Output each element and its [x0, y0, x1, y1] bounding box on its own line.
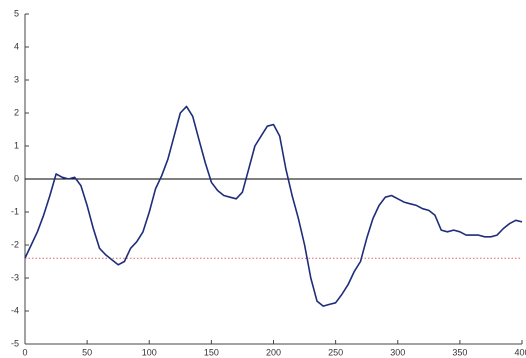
- y-tick-label: 2: [14, 107, 19, 117]
- y-tick-label: 1: [14, 140, 19, 150]
- y-tick-label: 3: [14, 74, 19, 84]
- data-line: [24, 105, 523, 307]
- x-tick-label: 300: [390, 347, 405, 357]
- x-tick-label: 100: [142, 347, 157, 357]
- y-tick-label: -4: [11, 305, 19, 315]
- x-tick-label: 200: [266, 347, 281, 357]
- x-tick-label: 400: [514, 347, 526, 357]
- y-tick-label: 0: [14, 173, 19, 183]
- y-tick-label: -5: [11, 338, 19, 348]
- y-tick-label: -1: [11, 206, 19, 216]
- x-tick-label: 250: [328, 347, 343, 357]
- x-tick-label: 150: [204, 347, 219, 357]
- x-tick-label: 50: [82, 347, 92, 357]
- x-tick-label: 0: [22, 347, 27, 357]
- x-tick-label: 350: [452, 347, 467, 357]
- y-tick-label: -2: [11, 239, 19, 249]
- y-tick-label: -3: [11, 272, 19, 282]
- y-tick-label: 4: [14, 41, 19, 51]
- y-tick-label: 5: [14, 8, 19, 18]
